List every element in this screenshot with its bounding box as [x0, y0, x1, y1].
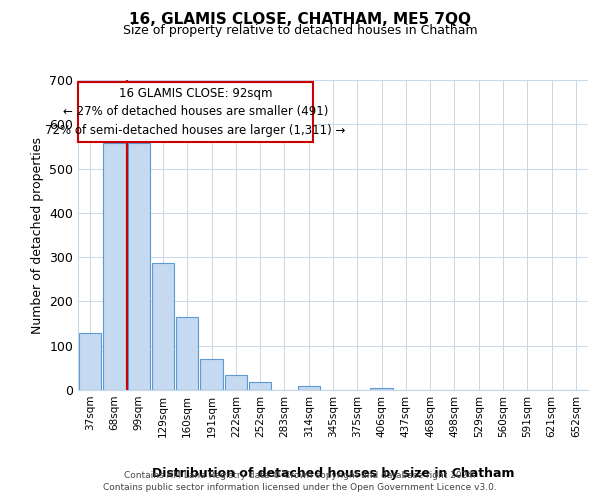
- Text: Contains HM Land Registry data © Crown copyright and database right 2024.
Contai: Contains HM Land Registry data © Crown c…: [103, 471, 497, 492]
- Bar: [128, 144, 150, 390]
- Text: Distribution of detached houses by size in Chatham: Distribution of detached houses by size …: [152, 468, 514, 480]
- Bar: [79, 334, 101, 390]
- Text: 16, GLAMIS CLOSE, CHATHAM, ME5 7QQ: 16, GLAMIS CLOSE, CHATHAM, ME5 7QQ: [129, 12, 471, 28]
- Bar: [152, 263, 174, 390]
- Bar: [200, 359, 223, 390]
- Text: Size of property relative to detached houses in Chatham: Size of property relative to detached ho…: [122, 24, 478, 37]
- Bar: [103, 144, 125, 390]
- Bar: [298, 386, 320, 390]
- FancyBboxPatch shape: [78, 82, 313, 142]
- Bar: [224, 376, 247, 390]
- Text: 16 GLAMIS CLOSE: 92sqm
← 27% of detached houses are smaller (491)
72% of semi-de: 16 GLAMIS CLOSE: 92sqm ← 27% of detached…: [45, 87, 346, 137]
- Bar: [249, 382, 271, 390]
- Bar: [370, 388, 393, 390]
- Bar: [176, 317, 199, 390]
- Y-axis label: Number of detached properties: Number of detached properties: [31, 136, 44, 334]
